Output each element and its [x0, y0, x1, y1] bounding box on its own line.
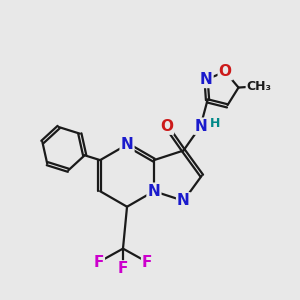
Text: N: N	[177, 193, 190, 208]
Text: O: O	[160, 119, 173, 134]
Text: N: N	[121, 137, 134, 152]
Text: N: N	[194, 119, 207, 134]
Text: F: F	[118, 261, 128, 276]
Text: N: N	[148, 184, 160, 199]
Text: CH₃: CH₃	[246, 80, 271, 93]
Text: O: O	[219, 64, 232, 79]
Text: N: N	[200, 72, 212, 87]
Text: F: F	[94, 255, 104, 270]
Text: F: F	[142, 255, 152, 270]
Text: H: H	[210, 117, 220, 130]
